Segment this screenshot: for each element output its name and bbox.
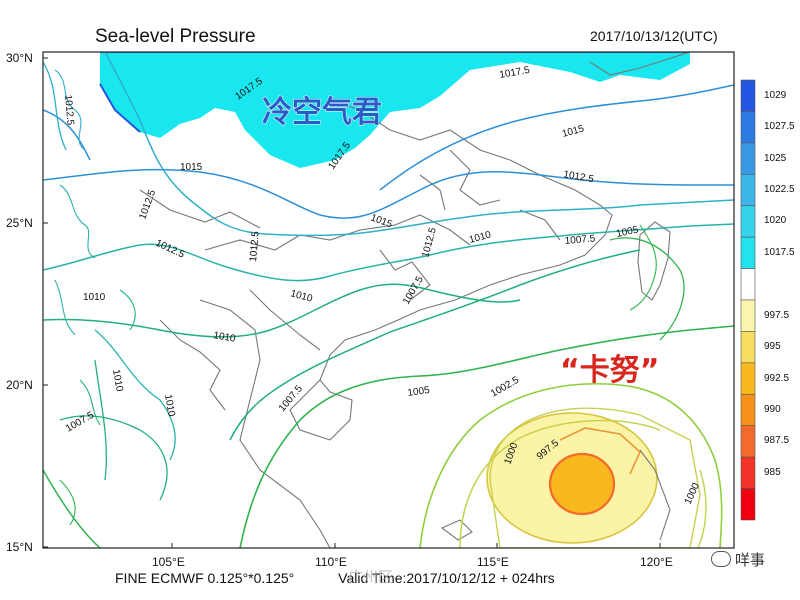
colorbar-label: 1017.5 bbox=[764, 246, 795, 258]
colorbar-swatch bbox=[740, 393, 756, 427]
colorbar-label: 992.5 bbox=[764, 372, 790, 384]
brand-name: 咩事 bbox=[735, 552, 766, 569]
contour-label: 1010 bbox=[83, 292, 106, 303]
colorbar-label: 997.5 bbox=[764, 309, 790, 321]
lon-tick-label: 110°E bbox=[315, 555, 347, 569]
contour-label: 1012.5 bbox=[62, 94, 76, 126]
contour-label: 1012.5 bbox=[248, 230, 262, 262]
model-resolution: FINE ECMWF 0.125°*0.125° bbox=[115, 570, 295, 586]
isobar-noise bbox=[54, 69, 657, 526]
colorbar-swatch bbox=[740, 299, 756, 332]
colorbar-label: 990 bbox=[764, 404, 781, 415]
lon-tick-marks bbox=[171, 543, 661, 548]
colorbar-label: 995 bbox=[764, 341, 781, 353]
colorbar-swatch bbox=[740, 268, 756, 301]
colorbar-label: 985 bbox=[764, 466, 781, 478]
contour-label: 1015 bbox=[180, 162, 203, 173]
pressure-colorbar bbox=[740, 79, 756, 521]
chart-title: Sea-level Pressure bbox=[95, 26, 256, 47]
contour-label: 1017.5 bbox=[499, 65, 531, 81]
lon-tick-label: 105°E bbox=[152, 555, 185, 569]
colorbar-label: 1025 bbox=[764, 152, 787, 164]
colorbar-swatch bbox=[740, 456, 756, 489]
contour-label: 1002.5 bbox=[489, 375, 521, 400]
watermark: 广州区 bbox=[348, 569, 394, 586]
contour-label: 1005 bbox=[615, 224, 639, 239]
lon-tick-label: 115°E bbox=[477, 555, 509, 569]
colorbar-swatch bbox=[740, 173, 756, 207]
contour-label: 1010 bbox=[289, 288, 314, 304]
contour-label: 1007.5 bbox=[564, 233, 596, 247]
isobars bbox=[43, 52, 734, 548]
contour-label: 1010 bbox=[212, 330, 236, 345]
plot-frame bbox=[42, 51, 735, 549]
cold-air-annotation: 冷空气君 bbox=[262, 95, 382, 130]
contour-label: 1012.5 bbox=[154, 238, 187, 261]
contour-label: 1007.5 bbox=[64, 410, 96, 435]
colorbar-swatch bbox=[740, 331, 756, 364]
contour-label: 1015 bbox=[561, 123, 586, 139]
colorbar-label: 987.5 bbox=[764, 435, 790, 447]
colorbar-swatch bbox=[740, 111, 756, 144]
typhoon-core bbox=[548, 452, 616, 516]
lat-tick-label: 20°N bbox=[6, 378, 33, 392]
contour-label: 1005 bbox=[407, 385, 431, 399]
colorbar-swatch bbox=[740, 425, 756, 458]
high-pressure-region bbox=[100, 52, 690, 168]
colorbar-swatch bbox=[740, 142, 756, 175]
brand-badge: 咩事 bbox=[711, 549, 765, 570]
model-footer: FINE ECMWF 0.125°*0.125° Valid Time:2017… bbox=[115, 570, 555, 586]
colorbar-swatch bbox=[740, 236, 756, 269]
colorbar-label: 1029 bbox=[764, 89, 787, 101]
coastlines-borders bbox=[139, 52, 691, 548]
valid-time: Valid Time:2017/10/12/12 + 024hrs bbox=[338, 570, 555, 586]
lat-tick-label: 25°N bbox=[6, 216, 33, 230]
colorbar-label: 1020 bbox=[764, 215, 787, 227]
contour-label: 1010 bbox=[162, 394, 177, 418]
lat-tick-label: 30°N bbox=[6, 51, 33, 65]
contour-label: 1010 bbox=[110, 369, 125, 393]
contour-label: 1012.5 bbox=[137, 188, 158, 221]
colorbar-swatch bbox=[740, 205, 756, 238]
typhoon-annotation: “卡努” bbox=[560, 353, 659, 388]
lat-tick-marks bbox=[43, 57, 48, 548]
valid-date: 2017/10/13/12(UTC) bbox=[590, 28, 718, 44]
contour-label: 1012.5 bbox=[562, 169, 594, 185]
colorbar-swatch bbox=[740, 362, 756, 395]
colorbar-swatch bbox=[740, 488, 756, 521]
colorbar-label: 1027.5 bbox=[764, 121, 795, 133]
colorbar-label: 1022.5 bbox=[764, 184, 795, 195]
wechat-icon bbox=[711, 551, 731, 567]
lon-tick-label: 120°E bbox=[640, 555, 673, 569]
lat-tick-label: 15°N bbox=[6, 540, 33, 554]
colorbar-swatch bbox=[740, 79, 756, 112]
